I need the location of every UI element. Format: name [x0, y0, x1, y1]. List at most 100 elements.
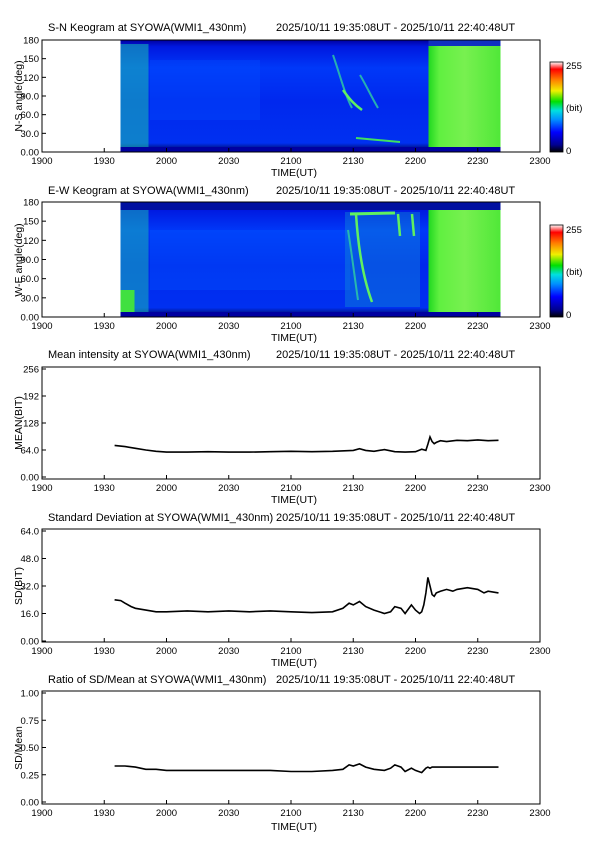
sn-keogram-x-axis: 1900 1930 2000 2030 2100 2130 2200 2230 2300 [31, 148, 551, 167]
y-tick-label: 64.0 [21, 446, 40, 457]
x-tick-label: 2030 [218, 646, 239, 657]
x-tick-label: 2200 [405, 156, 426, 167]
x-tick-label: 2300 [529, 321, 550, 332]
std-dev-series-line [114, 577, 499, 615]
ew-keogram-ylabel: W-E angle(deg) [13, 223, 25, 296]
sn-keogram-title: S-N Keogram at SYOWA(WMI1_430nm) [48, 22, 246, 34]
x-tick-label: 2230 [467, 483, 488, 494]
sn-keogram-colorbar-max: 255 [566, 61, 582, 72]
sn-keogram-arc-3 [359, 74, 379, 109]
x-tick-label: 2030 [218, 321, 239, 332]
y-tick-label: 32.0 [21, 582, 40, 593]
sn-keogram-arc-1 [332, 54, 353, 109]
ew-keogram-colorbar-min: 0 [566, 310, 571, 321]
sn-keogram-top-strip [428, 40, 501, 46]
x-tick-label: 2200 [405, 483, 426, 494]
y-tick-label: 0.00 [21, 313, 40, 324]
ew-keogram-colorbar-unit: (bit) [566, 267, 582, 278]
y-tick-label: 128 [23, 419, 39, 430]
mean-intensity-x-axis: 1900 1930 2000 2030 2100 2130 2200 2230 2300 [31, 475, 551, 494]
x-tick-label: 2130 [343, 156, 364, 167]
std-dev-frame [41, 528, 541, 643]
x-tick-label: 1930 [94, 321, 115, 332]
x-tick-label: 2130 [343, 321, 364, 332]
mean-intensity-xlabel: TIME(UT) [271, 494, 317, 506]
y-tick-label: 0.00 [21, 637, 40, 648]
x-tick-label: 2130 [343, 483, 364, 494]
y-tick-label: 64.0 [21, 527, 40, 538]
x-tick-label: 2100 [280, 646, 301, 657]
y-tick-label: 90.0 [21, 92, 40, 103]
ratio-xlabel: TIME(UT) [271, 821, 317, 833]
std-dev-panel: Standard Deviation at SYOWA(WMI1_430nm) … [13, 512, 551, 669]
y-tick-label: 90.0 [21, 255, 40, 266]
y-tick-label: 0.00 [21, 798, 40, 809]
sn-keogram-panel: S-N Keogram at SYOWA(WMI1_430nm) 2025/10… [13, 22, 582, 179]
y-tick-label: 0.00 [21, 148, 40, 159]
ew-keogram-x-axis: 1900 1930 2000 2030 2100 2130 2200 2230 2300 [31, 313, 551, 332]
sn-keogram-bottom-strip [120, 147, 501, 152]
y-tick-label: 192 [23, 392, 39, 403]
y-tick-label: 0.50 [21, 743, 40, 754]
y-tick-label: 150 [23, 54, 39, 65]
y-tick-label: 120 [23, 73, 39, 84]
sn-keogram-mid-band [150, 60, 260, 120]
ew-keogram-y-axis: 180 150 120 90.0 60.0 30.0 0.00 [21, 198, 46, 324]
ratio-y-axis: 1.00 0.75 0.50 0.25 0.00 [21, 689, 46, 809]
y-tick-label: 256 [23, 365, 39, 376]
x-tick-label: 2200 [405, 646, 426, 657]
ew-keogram-colorbar [549, 224, 564, 318]
ew-keogram-mid-band [150, 230, 350, 290]
x-tick-label: 2200 [405, 808, 426, 819]
sn-keogram-time-range: 2025/10/11 19:35:08UT - 2025/10/11 22:40… [276, 22, 515, 34]
std-dev-title: Standard Deviation at SYOWA(WMI1_430nm) [48, 512, 273, 524]
x-tick-label: 1900 [31, 646, 52, 657]
sn-keogram-bright-period [428, 46, 501, 147]
x-tick-label: 2000 [156, 156, 177, 167]
mean-intensity-time-range: 2025/10/11 19:35:08UT - 2025/10/11 22:40… [276, 349, 515, 361]
ew-keogram-arc-4 [396, 213, 402, 237]
mean-intensity-ylabel: MEAN(BIT) [13, 396, 25, 450]
std-dev-xlabel: TIME(UT) [271, 657, 317, 669]
x-tick-label: 2030 [218, 156, 239, 167]
std-dev-y-axis: 64.0 48.0 32.0 16.0 0.00 [21, 527, 46, 648]
sn-keogram-y-axis: 180 150 120 90.0 60.0 30.0 0.00 [21, 36, 46, 159]
ew-keogram-bright-period [428, 210, 501, 312]
ratio-title: Ratio of SD/Mean at SYOWA(WMI1_430nm) [48, 674, 266, 686]
x-tick-label: 2230 [467, 808, 488, 819]
ratio-ylabel: SD/Mean [13, 726, 25, 770]
y-tick-label: 120 [23, 236, 39, 247]
mean-intensity-panel: Mean intensity at SYOWA(WMI1_430nm) 2025… [13, 349, 551, 506]
ew-keogram-title: E-W Keogram at SYOWA(WMI1_430nm) [48, 185, 249, 197]
ew-keogram-xlabel: TIME(UT) [271, 332, 317, 344]
ew-keogram-early-bright [120, 290, 135, 312]
mean-intensity-frame [41, 366, 541, 480]
x-tick-label: 1930 [94, 483, 115, 494]
ew-keogram-time-range: 2025/10/11 19:35:08UT - 2025/10/11 22:40… [276, 185, 515, 197]
x-tick-label: 2200 [405, 321, 426, 332]
sn-keogram-image [120, 40, 501, 152]
x-tick-label: 2100 [280, 483, 301, 494]
std-dev-x-axis: 1900 1930 2000 2030 2100 2130 2200 2230 2300 [31, 638, 551, 657]
x-tick-label: 2000 [156, 808, 177, 819]
mean-intensity-title: Mean intensity at SYOWA(WMI1_430nm) [48, 349, 251, 361]
y-tick-label: 48.0 [21, 554, 40, 565]
ew-keogram-colorbar-max: 255 [566, 225, 582, 236]
y-tick-label: 60.0 [21, 110, 40, 121]
ratio-x-axis: 1900 1930 2000 2030 2100 2130 2200 2230 2300 [31, 800, 551, 819]
sn-keogram-colorbar-unit: (bit) [566, 103, 582, 114]
ew-keogram-bottom-strip [120, 312, 501, 317]
x-tick-label: 2030 [218, 808, 239, 819]
x-tick-label: 2300 [529, 646, 550, 657]
x-tick-label: 1900 [31, 156, 52, 167]
y-tick-label: 30.0 [21, 129, 40, 140]
x-tick-label: 1900 [31, 321, 52, 332]
x-tick-label: 2230 [467, 646, 488, 657]
ew-keogram-panel: E-W Keogram at SYOWA(WMI1_430nm) 2025/10… [13, 185, 582, 344]
sn-keogram-arc-4 [355, 137, 401, 143]
x-tick-label: 2130 [343, 808, 364, 819]
ew-keogram-arc-5 [410, 213, 416, 237]
x-tick-label: 2300 [529, 808, 550, 819]
ew-keogram-arc-3 [347, 229, 359, 301]
sn-keogram-colorbar-min: 0 [566, 146, 571, 157]
